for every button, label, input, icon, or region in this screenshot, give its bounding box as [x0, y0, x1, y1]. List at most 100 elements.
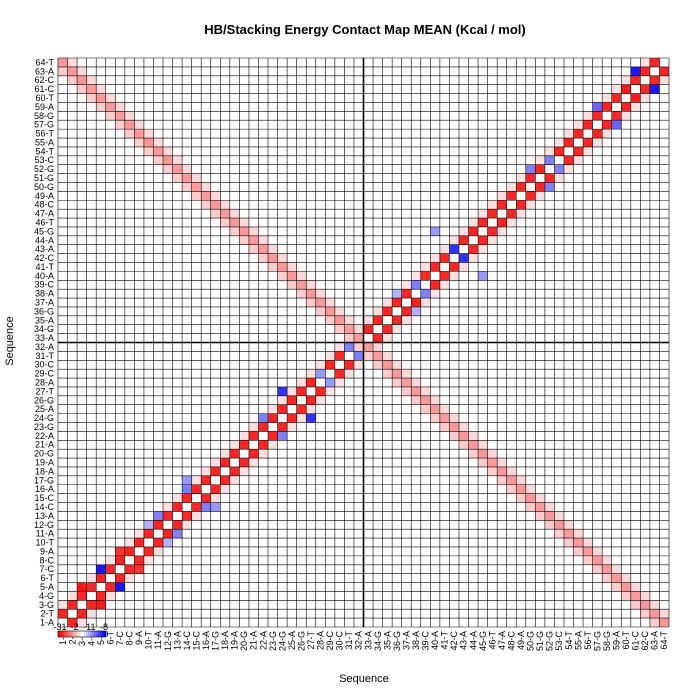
heatmap-cell [458, 440, 469, 450]
heatmap-cell [592, 138, 603, 147]
heatmap-cell [592, 546, 603, 556]
heatmap-cell [77, 582, 87, 592]
heatmap-cell [115, 555, 125, 565]
heatmap-cell [583, 555, 593, 565]
heatmap-cell [67, 58, 78, 67]
heatmap-cell [392, 298, 402, 307]
heatmap-cell [201, 466, 211, 476]
heatmap-cell [382, 298, 393, 307]
heatmap-cell [96, 84, 106, 94]
heatmap-cell [248, 235, 259, 245]
x-tick-label: 56-T [583, 631, 593, 650]
heatmap-cell [630, 102, 641, 112]
heatmap-cell [353, 342, 364, 352]
heatmap-cell [592, 555, 603, 565]
heatmap-cell [124, 129, 135, 139]
heatmap-cell [449, 244, 459, 254]
heatmap-cell [478, 209, 488, 219]
heatmap-cell [153, 511, 164, 521]
y-tick-label: 25-A [35, 404, 54, 414]
heatmap-cell [392, 289, 402, 299]
y-tick-label: 22-A [35, 431, 54, 441]
heatmap-cell [124, 564, 135, 574]
heatmap-cell [611, 120, 622, 130]
heatmap-cell [439, 404, 450, 414]
y-tick-label: 3-G [39, 600, 54, 610]
heatmap-cell [554, 520, 564, 530]
heatmap-cell [458, 422, 469, 432]
heatmap-cell [420, 289, 431, 299]
y-tick-label: 52-G [34, 164, 54, 174]
heatmap-cell [478, 458, 488, 467]
x-tick-label: 47-A [497, 631, 507, 650]
heatmap-cell [248, 431, 259, 441]
heatmap-cell [191, 502, 202, 512]
y-tick-label: 6-T [41, 573, 55, 583]
heatmap-cell [411, 306, 421, 316]
heatmap-cell [478, 244, 488, 254]
x-tick-label: 41-T [440, 631, 450, 650]
heatmap-cell [67, 66, 78, 76]
heatmap-cell [210, 209, 221, 219]
heatmap-cell [58, 58, 68, 67]
heatmap-cell [516, 209, 526, 219]
heatmap-cell [439, 422, 450, 432]
x-tick-label: 17-G [211, 631, 221, 651]
y-tick-label: 20-G [34, 449, 54, 459]
heatmap-cell [77, 609, 87, 619]
heatmap-cell [344, 315, 354, 325]
heatmap-cell [583, 138, 593, 147]
y-tick-label: 57-G [34, 120, 54, 130]
heatmap-cell [210, 458, 221, 467]
heatmap-cell [525, 493, 536, 503]
heatmap-cell [77, 618, 87, 627]
heatmap-cell [325, 378, 335, 387]
heatmap-cell [411, 378, 421, 387]
legend-swatch [86, 631, 89, 637]
heatmap-cell [382, 360, 393, 370]
heatmap-cell [182, 493, 192, 503]
heatmap-cell [458, 253, 469, 263]
heatmap-cell [392, 360, 402, 370]
y-tick-label: 56-T [35, 129, 54, 139]
heatmap-cell [143, 555, 154, 565]
heatmap-cell [401, 378, 412, 387]
heatmap-cell [449, 431, 459, 441]
heatmap-cell [516, 484, 526, 494]
heatmap-cell [659, 609, 669, 619]
heatmap-cell [325, 298, 335, 307]
heatmap-cell [592, 564, 603, 574]
strand-divider [58, 58, 669, 627]
y-tick-label: 33-A [35, 333, 54, 343]
heatmap-cell [640, 600, 650, 610]
heatmap-cell [134, 564, 144, 574]
heatmap-cell [535, 191, 545, 201]
legend-swatch [74, 631, 77, 637]
x-tick-label: 60-T [621, 631, 631, 650]
heatmap-cell [630, 93, 641, 103]
x-tick-label: 46-T [487, 631, 497, 650]
y-tick-label: 17-G [34, 475, 54, 485]
y-tick-label: 32-A [35, 342, 54, 352]
heatmap-cell [640, 58, 650, 67]
x-tick-label: 44-A [468, 631, 478, 650]
heatmap-cell [105, 93, 116, 103]
y-tick-label: 51-G [34, 173, 54, 183]
heatmap-cell [67, 75, 78, 85]
heatmap-cell [430, 280, 440, 290]
heatmap-cell [411, 395, 421, 405]
y-tick-label: 35-A [35, 315, 54, 325]
y-tick-label: 15-C [34, 493, 54, 503]
heatmap-cell [191, 173, 202, 183]
legend-border [57, 630, 107, 638]
heatmap-cell [468, 226, 479, 236]
x-tick-label: 63-A [650, 631, 660, 650]
heatmap-cell [296, 378, 307, 387]
heatmap-cell [277, 422, 288, 432]
heatmap-cell [611, 93, 622, 103]
heatmap-cell [124, 573, 135, 583]
heatmap-cell [182, 475, 192, 485]
heatmap-cell [163, 502, 173, 512]
heatmap-cell [592, 129, 603, 139]
x-tick-label: 23-G [268, 631, 278, 651]
